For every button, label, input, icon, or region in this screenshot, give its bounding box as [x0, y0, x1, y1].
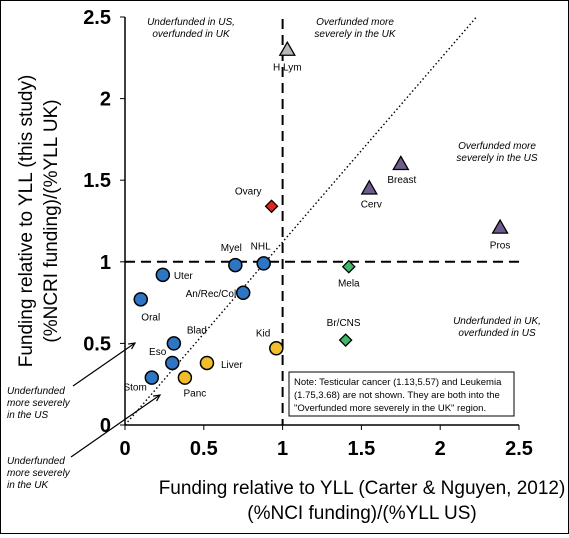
arrow-uk-head [152, 394, 162, 402]
region-label-line: Underfunded in UK, [453, 316, 541, 327]
x-tick-label: 2 [435, 438, 446, 460]
region-label: Underfunded more severely in the US [7, 386, 71, 421]
region-labels-layer: Underfunded in US, overfunded in UK Overfu… [7, 17, 541, 491]
region-label-line: severely in the UK [314, 29, 396, 40]
point-label: Stom [123, 383, 146, 394]
data-point-circle [269, 341, 284, 356]
point-label: Pros [490, 241, 511, 252]
x-axis-units: (%NCI funding)/(%YLL US) [247, 503, 476, 524]
region-label-line: in the US [7, 410, 48, 421]
data-point-circle [166, 336, 182, 351]
arrow-us [72, 342, 136, 387]
data-point-circle [228, 257, 243, 273]
y-tick-label: 0 [100, 415, 111, 437]
data-point-circle [155, 267, 171, 283]
point-label: Br/CNS [327, 318, 361, 329]
note-line: (1.75,3.68) are not shown. They are both… [294, 390, 500, 401]
region-label-line: overfunded in US [458, 328, 536, 339]
y-tick-label: 2.5 [83, 7, 111, 29]
point-label: NHL [251, 241, 271, 252]
data-points-layer [133, 40, 509, 385]
data-point-circle [144, 370, 160, 385]
point-label: Oral [141, 312, 160, 323]
data-point-triangle [278, 40, 296, 56]
x-tick-label: 1 [277, 438, 288, 460]
x-axis-title: Funding relative to YLL (Carter & Nguyen… [159, 478, 566, 499]
note-box [288, 371, 515, 417]
region-label: Underfunded in US, overfunded in UK [147, 17, 235, 40]
x-tick-label: 0 [119, 438, 130, 460]
x-tick-label: 1.5 [347, 438, 375, 460]
data-point-circle [177, 370, 193, 385]
data-point-diamond [264, 199, 279, 214]
axes-layer [120, 16, 520, 430]
region-label-line: Overfunded more [458, 141, 536, 152]
region-label: Underfunded in UK, overfunded in US [453, 316, 541, 339]
reference-lines-layer [124, 16, 519, 426]
point-label: An/Rec/Col [186, 289, 237, 300]
data-point-circle [133, 292, 149, 307]
y-tick-label: 1 [100, 252, 111, 274]
data-point-diamond [341, 259, 356, 274]
point-label: Panc [183, 389, 206, 400]
point-labels-layer: H Lym Breast Cerv Pros Ovary Mela Br/CNS Myel NH… [123, 63, 510, 400]
data-point-diamond [338, 333, 353, 348]
y-axis-title: Funding relative to YLL (this study) [16, 75, 37, 368]
point-label: Kid [256, 328, 270, 339]
point-label: Cerv [361, 199, 382, 210]
region-label-line: Underfunded [7, 456, 65, 467]
y-axis-units: (%NCRI funding)/(%YLL UK) [41, 99, 62, 342]
data-point-triangle [392, 155, 410, 171]
region-label-line: in the UK [7, 480, 49, 491]
diagonal-dotted-line [124, 16, 477, 426]
tick-labels-layer: 0 0.5 1 1.5 2 2.5 0 0.5 1 1.5 2 2.5 [83, 7, 533, 460]
y-tick-label: 0.5 [83, 333, 111, 355]
region-label-line: Overfunded more [316, 17, 394, 28]
region-label-line: Underfunded in US, [147, 17, 235, 28]
point-label: Ovary [235, 186, 262, 197]
data-point-circle [165, 355, 180, 371]
axis-titles-layer: Funding relative to YLL (Carter & Nguyen… [16, 75, 565, 524]
region-label-line: overfunded in UK [152, 29, 231, 40]
region-label-line: more severely [7, 468, 71, 479]
point-label: Mela [338, 279, 360, 290]
region-label-line: more severely [7, 398, 71, 409]
y-tick-label: 2 [100, 89, 111, 111]
data-point-circle [199, 355, 215, 371]
region-label: Overfunded more severely in the US [456, 141, 537, 164]
arrow-uk [70, 394, 161, 458]
note-layer: Note: Testicular cancer (1.13,5.57) and … [288, 371, 515, 417]
y-tick-label: 1.5 [83, 170, 111, 192]
point-label: Eso [149, 347, 167, 358]
data-point-triangle [491, 218, 509, 234]
data-point-triangle [360, 179, 378, 195]
note-text: Note: Testicular cancer (1.13,5.57) and … [294, 377, 502, 414]
note-line: "Overfunded more severely in the UK" reg… [294, 403, 486, 414]
point-label: Uter [174, 271, 194, 282]
point-label: Breast [387, 175, 416, 186]
point-label: Myel [221, 243, 242, 254]
data-point-circle [256, 256, 271, 271]
region-label: Overfunded more severely in the UK [314, 17, 396, 40]
point-label: Liver [221, 360, 243, 371]
arrow-us-head [127, 342, 137, 350]
point-label: Blad [187, 325, 207, 336]
region-label-line: Underfunded [7, 386, 65, 397]
note-line: Note: Testicular cancer (1.13,5.57) and … [294, 377, 502, 388]
x-tick-label: 0.5 [190, 438, 218, 460]
point-label: H Lym [273, 63, 302, 74]
region-label-line: severely in the US [456, 153, 537, 164]
region-label: Underfunded more severely in the UK [7, 456, 71, 491]
x-tick-label: 2.5 [505, 438, 533, 460]
data-point-circle [235, 285, 251, 301]
